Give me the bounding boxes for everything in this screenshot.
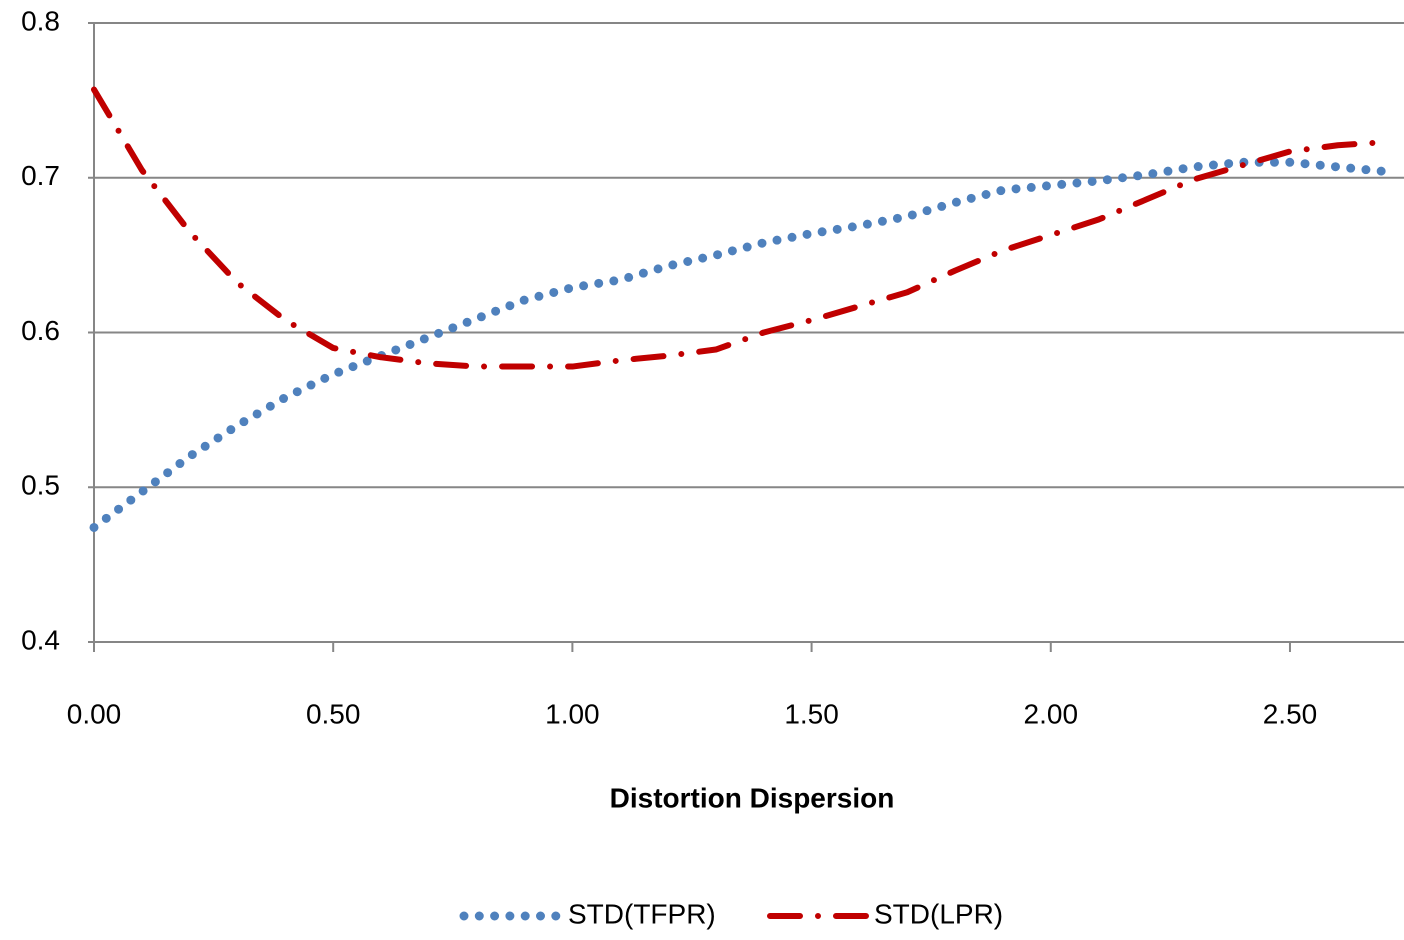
y-tick-label: 0.7 — [21, 160, 60, 191]
x-tick-label: 2.50 — [1263, 698, 1318, 729]
x-tick-label: 1.50 — [784, 698, 839, 729]
x-axis-title: Distortion Dispersion — [610, 782, 895, 813]
y-tick-label: 0.5 — [21, 470, 60, 501]
y-tick-label: 0.4 — [21, 624, 60, 655]
series-line — [91, 86, 1389, 370]
legend-label: STD(TFPR) — [568, 898, 716, 929]
legend-label: STD(LPR) — [874, 898, 1003, 929]
y-tick-label: 0.8 — [21, 5, 60, 36]
series-line — [89, 157, 1391, 532]
x-tick-label: 0.00 — [67, 698, 122, 729]
x-tick-label: 2.00 — [1024, 698, 1079, 729]
x-tick-label: 1.00 — [545, 698, 600, 729]
x-tick-label: 0.50 — [306, 698, 361, 729]
y-tick-label: 0.6 — [21, 315, 60, 346]
